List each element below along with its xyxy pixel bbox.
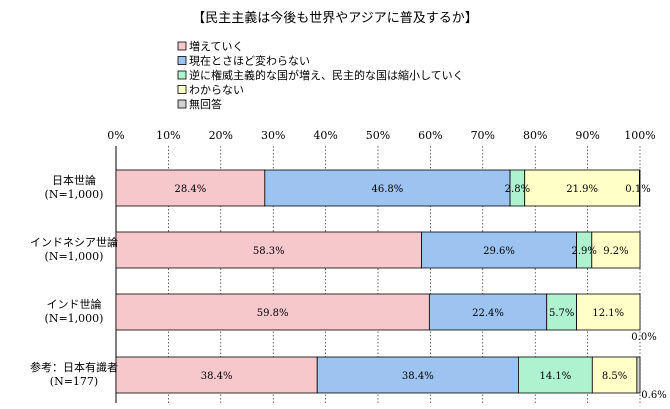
data-label-0-4: 0.1% — [625, 184, 650, 195]
category-label-1-0: インドネシア世論 — [30, 235, 118, 249]
bar-0-1 — [264, 169, 511, 207]
category-label-2-0: インド世論 — [47, 297, 102, 311]
category-label-0-0: 日本世論 — [52, 173, 96, 187]
category-labels: 日本世論(N=1,000)インドネシア世論(N=1,000)インド世論(N=1,… — [30, 173, 118, 388]
category-label-0-1: (N=1,000) — [45, 188, 104, 201]
legend-swatch-3 — [177, 85, 187, 94]
bar-1-1 — [421, 231, 577, 269]
legend-swatch-4 — [177, 99, 187, 109]
x-tick-label-1: 10% — [156, 129, 180, 142]
data-label-3-1: 38.4% — [402, 371, 434, 382]
category-label-3-0: 参考：日本有識者 — [30, 360, 118, 374]
legend-swatch-1 — [177, 56, 187, 65]
data-label-2-1: 22.4% — [472, 308, 504, 319]
bar-3-0 — [115, 356, 318, 394]
bar-3-4 — [636, 356, 641, 394]
data-label-1-3: 9.2% — [603, 246, 628, 257]
data-label-0-3: 21.9% — [566, 184, 598, 195]
bars — [115, 169, 641, 394]
category-label-1-1: (N=1,000) — [45, 250, 104, 263]
x-tick-label-9: 90% — [575, 129, 599, 142]
data-label-1-1: 29.6% — [483, 246, 515, 257]
category-label-3-1: (N=177) — [50, 375, 98, 388]
legend-swatch-2 — [177, 70, 187, 80]
legend-label-1: 現在とさほど変わらない — [189, 54, 310, 68]
x-tick-label-8: 80% — [523, 129, 547, 142]
data-label-2-3: 12.1% — [592, 308, 624, 319]
data-label-2-2: 5.7% — [549, 308, 574, 319]
bar-1-0 — [115, 231, 422, 269]
data-label-0-0: 28.4% — [175, 184, 207, 195]
legend-label-2: 逆に権威主義的な国が増え、民主的な国は縮小していく — [189, 68, 464, 82]
data-labels: 28.4% 46.8% 2.8% 21.9% 0.1% 58.3% 29.6% 2.9% 9.2… — [175, 184, 667, 401]
bar-2-3 — [576, 293, 641, 331]
data-label-0-1: 46.8% — [372, 184, 404, 195]
data-label-3-2: 14.1% — [539, 371, 571, 382]
bar-2-2 — [546, 293, 577, 331]
legend-label-4: 無回答 — [189, 97, 222, 111]
bar-2-1 — [428, 293, 548, 331]
bar-0-0 — [115, 169, 266, 207]
category-label-2-1: (N=1,000) — [45, 312, 104, 325]
legend: 増えていく現在とさほど変わらない逆に権威主義的な国が増え、民主的な国は縮小してい… — [177, 40, 464, 111]
x-tick-label-0: 0% — [107, 129, 124, 142]
bar-3-2 — [518, 356, 593, 394]
legend-label-0: 増えていく — [189, 40, 243, 53]
bar-3-1 — [316, 356, 519, 394]
x-tick-label-6: 60% — [418, 129, 442, 142]
x-tick-label-7: 70% — [471, 129, 495, 142]
data-label-0-2: 2.8% — [505, 184, 530, 195]
data-label-1-0: 58.3% — [253, 246, 285, 257]
x-tick-label-2: 20% — [209, 129, 233, 142]
chart-title: 【民主主義は今後も世界やアジアに普及するか】 — [192, 10, 477, 26]
data-label-3-0: 38.4% — [201, 371, 233, 382]
bar-3-3 — [591, 356, 638, 394]
data-label-2-4: 0.0% — [631, 332, 656, 343]
x-tick-label-4: 40% — [313, 129, 337, 142]
bar-0-3 — [524, 169, 640, 207]
x-tick-label-10: 100% — [624, 129, 655, 142]
x-tick-label-3: 30% — [261, 129, 285, 142]
bar-0-4 — [639, 169, 641, 207]
x-tick-label-5: 50% — [366, 129, 390, 142]
data-label-1-2: 2.9% — [571, 246, 596, 257]
bar-1-3 — [591, 231, 641, 269]
data-label-2-0: 59.8% — [257, 308, 289, 319]
data-label-3-4: 0.6% — [641, 390, 666, 401]
bar-2-0 — [115, 293, 430, 331]
legend-label-3: わからない — [189, 84, 244, 97]
data-label-3-3: 8.5% — [602, 371, 627, 382]
legend-swatch-0 — [177, 41, 187, 51]
x-axis-ticks: 0% 10% 20% 30% 40% 50% 60% 70% 80% 90% 100% — [107, 129, 655, 142]
